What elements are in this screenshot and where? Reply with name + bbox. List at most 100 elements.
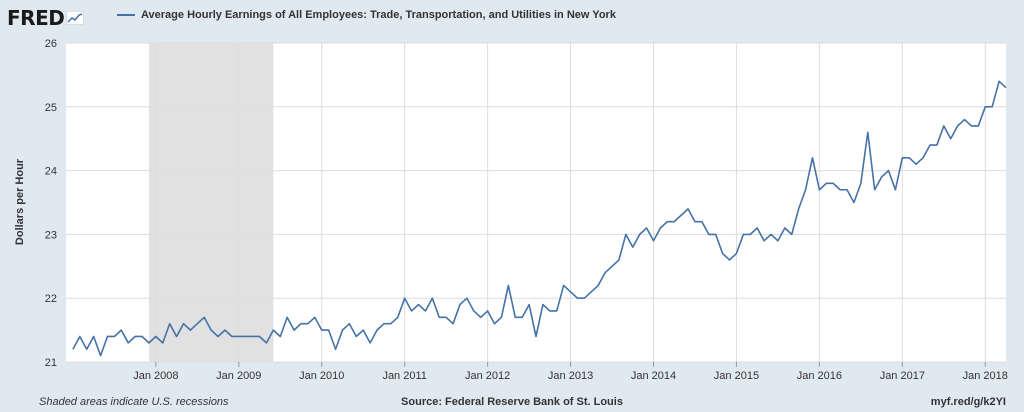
data-point <box>493 323 495 325</box>
data-point <box>687 208 689 210</box>
data-point <box>321 329 323 331</box>
data-point <box>804 189 806 191</box>
data-point <box>936 144 938 146</box>
data-point <box>590 291 592 293</box>
data-point <box>770 233 772 235</box>
x-tick-label: Jan 2011 <box>382 370 426 382</box>
data-point <box>867 131 869 133</box>
data-point <box>92 335 94 337</box>
data-point <box>72 348 74 350</box>
data-point <box>452 323 454 325</box>
data-point <box>431 297 433 299</box>
data-point <box>901 157 903 159</box>
data-point <box>217 335 219 337</box>
data-point <box>231 335 233 337</box>
data-point <box>977 125 979 127</box>
data-point <box>569 291 571 293</box>
data-point <box>652 240 654 242</box>
data-point <box>604 271 606 273</box>
data-point <box>113 335 115 337</box>
data-point <box>403 297 405 299</box>
data-point <box>562 284 564 286</box>
data-point <box>756 227 758 229</box>
chart-footer: Shaded areas indicate U.S. recessions So… <box>0 394 1024 412</box>
data-point <box>659 227 661 229</box>
data-point <box>341 329 343 331</box>
y-tick-label: 26 <box>45 38 57 50</box>
data-point <box>99 354 101 356</box>
data-point <box>721 252 723 254</box>
data-point <box>922 157 924 159</box>
data-point <box>728 259 730 261</box>
data-point <box>224 329 226 331</box>
data-point <box>991 106 993 108</box>
data-point <box>245 335 247 337</box>
x-tick-label: Jan 2018 <box>963 370 1008 382</box>
data-point <box>797 208 799 210</box>
data-point <box>141 335 143 337</box>
data-point <box>846 189 848 191</box>
data-point <box>915 163 917 165</box>
recession-layer <box>148 43 274 362</box>
y-tick-label: 21 <box>45 357 57 369</box>
x-tick-label: Jan 2014 <box>631 370 676 382</box>
data-point <box>251 335 253 337</box>
data-point <box>293 329 295 331</box>
grid-layer <box>66 42 1006 363</box>
data-point <box>272 329 274 331</box>
y-axis: 21 22 23 24 25 26 <box>45 38 57 369</box>
data-point <box>956 125 958 127</box>
data-point <box>390 323 392 325</box>
data-point <box>583 297 585 299</box>
data-point <box>542 303 544 305</box>
x-tick-label: Jan 2016 <box>797 370 842 382</box>
data-point <box>507 284 509 286</box>
data-point <box>666 220 668 222</box>
data-point <box>79 335 81 337</box>
short-url-link[interactable]: myf.red/g/k2YI <box>930 396 1006 408</box>
fred-logo[interactable]: FRED <box>7 5 85 31</box>
data-point <box>618 259 620 261</box>
data-point <box>625 233 627 235</box>
data-point <box>376 329 378 331</box>
data-point <box>963 118 965 120</box>
data-point <box>362 329 364 331</box>
data-point <box>369 342 371 344</box>
y-tick-label: 25 <box>45 102 57 114</box>
data-point <box>355 335 357 337</box>
x-tick-label: Jan 2013 <box>548 370 593 382</box>
y-tick-label: 24 <box>45 166 57 178</box>
data-point <box>763 240 765 242</box>
x-axis: Jan 2008 Jan 2009 Jan 2010 Jan 2011 Jan 2012… <box>133 362 1008 382</box>
data-point <box>203 316 205 318</box>
data-point <box>348 323 350 325</box>
data-point <box>410 310 412 312</box>
series-line[interactable] <box>72 80 1007 357</box>
x-tick-label: Jan 2010 <box>299 370 344 382</box>
data-point <box>715 233 717 235</box>
data-point <box>708 233 710 235</box>
data-point <box>134 335 136 337</box>
data-point <box>238 335 240 337</box>
data-point <box>735 252 737 254</box>
data-point <box>673 220 675 222</box>
data-point <box>984 106 986 108</box>
data-point <box>486 310 488 312</box>
fred-sparkline-icon <box>66 11 85 25</box>
data-point <box>500 316 502 318</box>
recession-note: Shaded areas indicate U.S. recessions <box>39 396 229 408</box>
data-point <box>860 182 862 184</box>
data-point <box>880 176 882 178</box>
data-point <box>438 316 440 318</box>
data-point <box>334 348 336 350</box>
data-point <box>148 342 150 344</box>
data-point <box>314 316 316 318</box>
data-point <box>645 227 647 229</box>
data-point <box>86 348 88 350</box>
chart-legend[interactable]: Average Hourly Earnings of All Employees… <box>117 9 616 21</box>
data-point <box>701 220 703 222</box>
data-point <box>106 335 108 337</box>
data-point <box>998 80 1000 82</box>
data-point <box>777 240 779 242</box>
